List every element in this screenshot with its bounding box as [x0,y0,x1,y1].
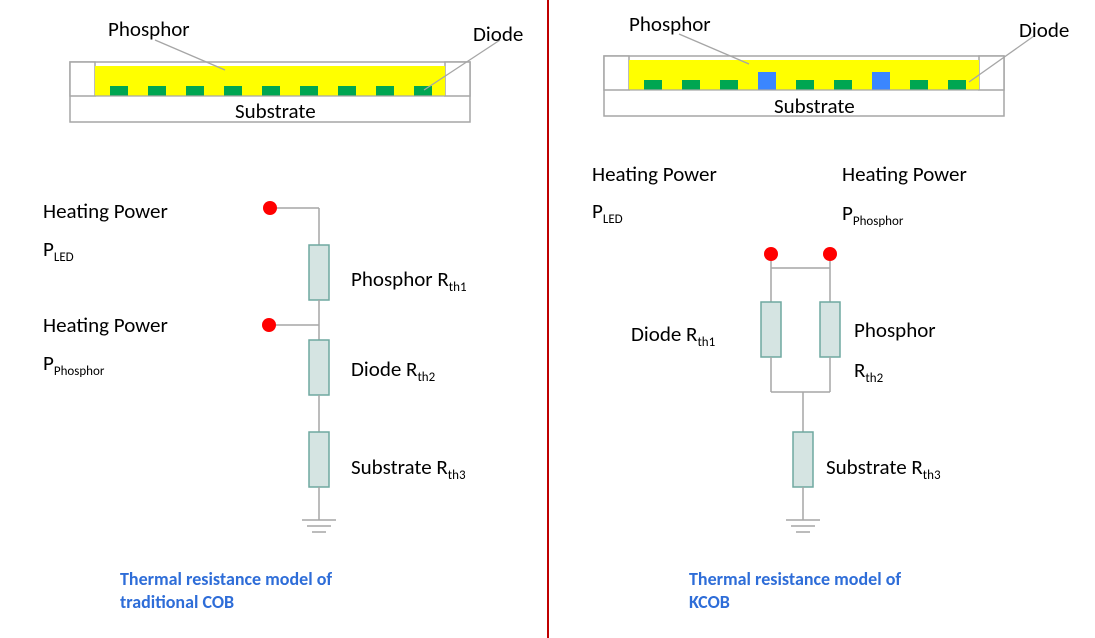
right-caption: Thermal resistance model of KCOB [689,568,1009,615]
right-label-diode: Diode [1019,17,1069,43]
left-hp-led-line2: PLED [43,236,74,265]
right-hp-led-line1: Heating Power [592,161,717,187]
right-r2-label-b: Rth2 [854,357,883,386]
right-hp-led-line2: PLED [592,198,623,227]
right-hp-phosphor-line1: Heating Power [842,161,967,187]
left-label-diode: Diode [473,21,523,47]
left-hp-led-line1: Heating Power [43,198,168,224]
right-panel: Phosphor Diode Substrate Heating Power P… [549,0,1095,638]
left-hp-phosphor-line1: Heating Power [43,312,168,338]
right-r3-label: Substrate Rth3 [826,454,941,483]
left-label-substrate: Substrate [235,98,316,124]
left-panel: Phosphor Diode Substrate Heating Power P… [0,0,547,638]
right-r2-label-a: Phosphor [854,317,936,343]
left-r3-label: Substrate Rth3 [351,454,466,483]
left-r2-label: Diode Rth2 [351,356,435,385]
right-label-phosphor: Phosphor [629,11,711,37]
left-caption: Thermal resistance model of traditional … [120,568,440,615]
left-r1-label: Phosphor Rth1 [351,266,467,295]
left-label-phosphor: Phosphor [108,16,190,42]
left-hp-phosphor-line2: PPhosphor [43,350,104,379]
right-hp-phosphor-line2: PPhosphor [842,200,903,229]
right-r1-label: Diode Rth1 [631,321,715,350]
right-label-substrate: Substrate [774,93,855,119]
